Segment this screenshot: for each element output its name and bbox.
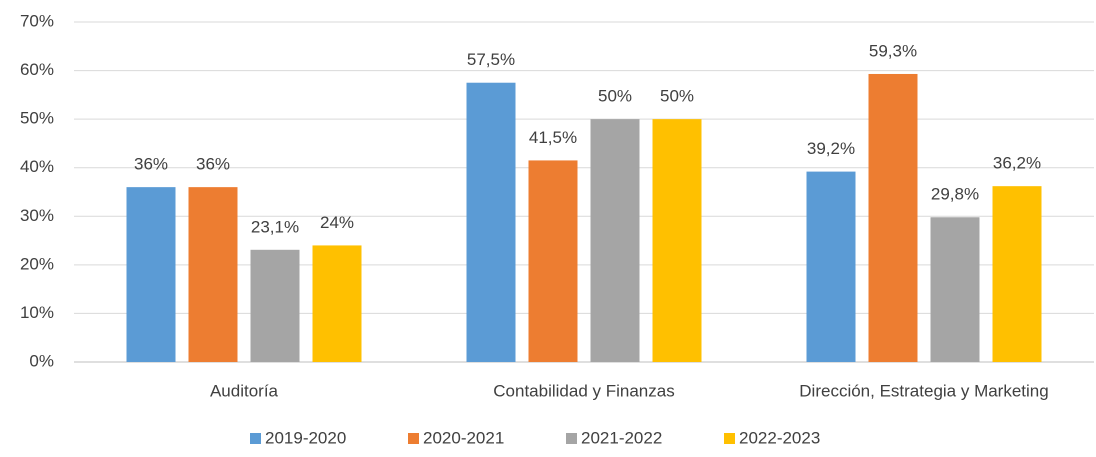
value-label: 57,5% bbox=[467, 50, 515, 69]
y-tick-label: 20% bbox=[20, 254, 54, 273]
bar bbox=[930, 217, 980, 362]
legend-swatch bbox=[724, 433, 735, 444]
value-label: 41,5% bbox=[529, 128, 577, 147]
legend-swatch bbox=[566, 433, 577, 444]
y-tick-label: 10% bbox=[20, 303, 54, 322]
y-tick-label: 40% bbox=[20, 157, 54, 176]
value-label: 36% bbox=[134, 155, 168, 174]
bar bbox=[590, 119, 640, 363]
value-label: 24% bbox=[320, 213, 354, 232]
bar bbox=[652, 119, 702, 363]
legend-label: 2019-2020 bbox=[265, 428, 346, 447]
legend-swatch bbox=[408, 433, 419, 444]
legend-label: 2021-2022 bbox=[581, 428, 662, 447]
bar bbox=[188, 187, 238, 362]
value-label: 29,8% bbox=[931, 185, 979, 204]
y-tick-label: 60% bbox=[20, 60, 54, 79]
bar bbox=[312, 245, 362, 362]
value-label: 39,2% bbox=[807, 139, 855, 158]
bar bbox=[466, 82, 516, 362]
y-tick-label: 50% bbox=[20, 109, 54, 128]
bar bbox=[806, 171, 856, 362]
bar bbox=[992, 186, 1042, 362]
bar bbox=[528, 160, 578, 362]
bar bbox=[126, 187, 176, 362]
legend-label: 2022-2023 bbox=[739, 428, 820, 447]
value-label: 50% bbox=[660, 87, 694, 106]
y-tick-label: 0% bbox=[29, 351, 54, 370]
value-label: 36% bbox=[196, 155, 230, 174]
bar bbox=[250, 249, 300, 362]
value-label: 36,2% bbox=[993, 154, 1041, 173]
value-label: 59,3% bbox=[869, 41, 917, 60]
bar bbox=[868, 73, 918, 362]
x-tick-label: Contabilidad y Finanzas bbox=[493, 381, 674, 400]
value-label: 23,1% bbox=[251, 217, 299, 236]
legend-label: 2020-2021 bbox=[423, 428, 504, 447]
y-tick-label: 30% bbox=[20, 206, 54, 225]
x-tick-label: Auditoría bbox=[210, 381, 279, 400]
legend-swatch bbox=[250, 433, 261, 444]
value-label: 50% bbox=[598, 87, 632, 106]
y-tick-label: 70% bbox=[20, 11, 54, 30]
x-tick-label: Dirección, Estrategia y Marketing bbox=[799, 381, 1048, 400]
